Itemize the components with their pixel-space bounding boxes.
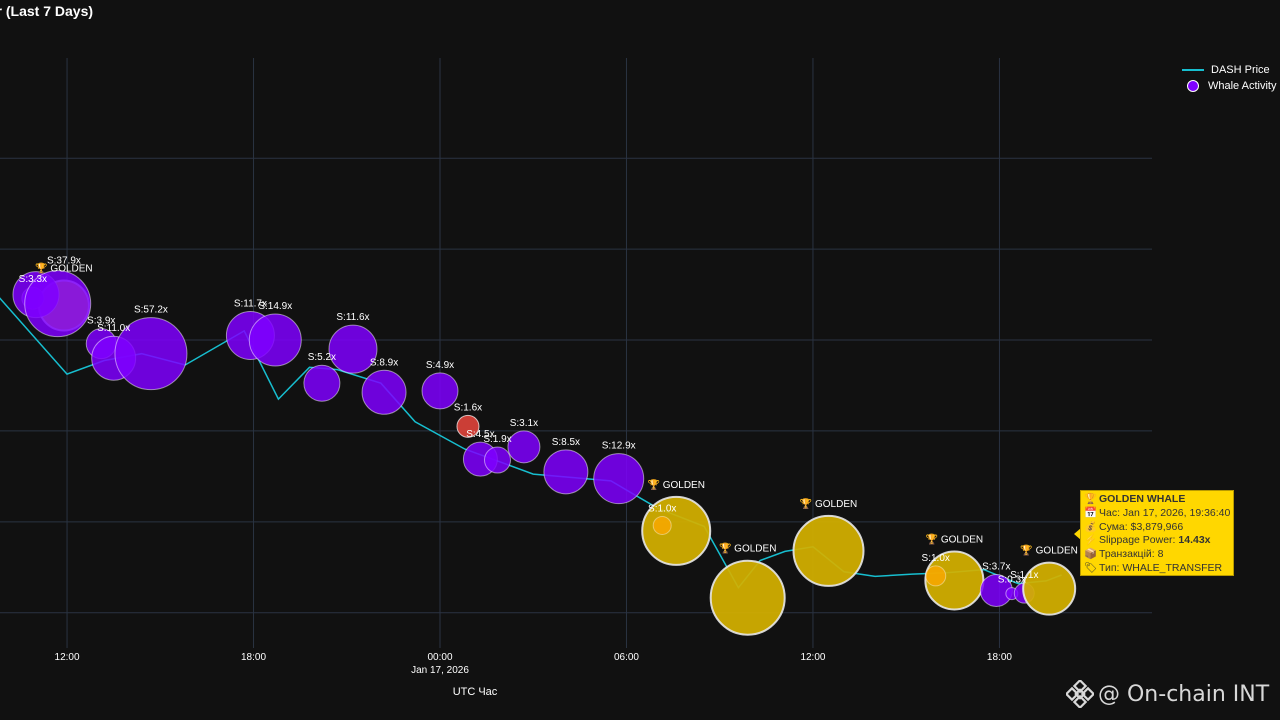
whale-bubble (303, 364, 341, 402)
slippage-label: S:8.9x (370, 357, 398, 368)
x-tick-label: 12:00 (800, 652, 825, 663)
tooltip-arrow (1074, 528, 1081, 540)
legend[interactable]: DASH Price Whale Activity (1182, 62, 1276, 94)
package-icon: 📦 (1084, 548, 1098, 561)
calendar-icon: 📅 (1084, 506, 1098, 519)
money-bag-icon: 💰 (1084, 520, 1098, 533)
tag-icon: 🏷 (1084, 561, 1098, 574)
golden-whale-bubble (792, 514, 865, 587)
golden-label: 🏆 GOLDEN (647, 478, 704, 491)
lightning-icon: ⚡ (1084, 534, 1098, 547)
legend-item-price[interactable]: DASH Price (1182, 62, 1276, 78)
slippage-label: S:11.7x (234, 298, 267, 309)
golden-whale-bubble (1022, 561, 1077, 616)
slippage-label: S:5.2x (308, 352, 336, 363)
chart-title: or (Last 7 Days) (0, 3, 94, 19)
golden-label: 🏆 GOLDEN (1020, 544, 1077, 557)
legend-dot-swatch (1187, 80, 1199, 92)
legend-label-whale: Whale Activity (1208, 80, 1277, 92)
whale-bubble (507, 430, 541, 464)
whale-bubble (593, 453, 645, 505)
x-tick-sublabel: Jan 17, 2026 (411, 665, 469, 676)
slippage-label: S:8.5x (552, 437, 580, 448)
slippage-label: S:1.9x (483, 434, 511, 445)
whale-bubble (114, 317, 188, 391)
slippage-label: S:3.7x (982, 561, 1010, 572)
tooltip-amount: Сума: $3,879,966 (1099, 520, 1184, 533)
watermark-text: @ On-chain INT (1098, 681, 1270, 707)
whale-bubble (24, 270, 92, 338)
plot-area: 🏆 GOLDENS:37.9xS:3.3xS:3.9xS:11.0xS:57.2… (0, 255, 1078, 636)
whale-bubble (543, 449, 589, 495)
slippage-label: S:3.1x (510, 418, 538, 429)
x-tick-label: 18:00 (987, 652, 1012, 663)
slippage-label: S:11.6x (336, 312, 369, 323)
whale-bubble-small (925, 565, 947, 587)
x-tick-label: 12:00 (55, 652, 80, 663)
x-tick-label: 18:00 (241, 652, 266, 663)
tooltip-slippage-value: 14.43x (1178, 534, 1211, 547)
slippage-label: S:4.9x (426, 360, 454, 371)
slippage-label: S:0.3x (998, 575, 1026, 586)
slippage-label: S:1.6x (454, 402, 482, 413)
slippage-label: S:1.0x (648, 503, 676, 514)
whale-bubble (483, 446, 511, 474)
tooltip-time: Час: Jan 17, 2026, 19:36:40 (1099, 506, 1231, 519)
golden-whale-bubble (641, 495, 712, 566)
tooltip-tx-row: 📦 Транзакцій: 8 (1084, 548, 1230, 562)
x-tick-label: 06:00 (614, 652, 639, 663)
slippage-label: S:12.9x (602, 441, 636, 452)
slippage-label: S:1.0x (922, 553, 950, 564)
slippage-label: S:37.9x (47, 255, 81, 266)
tooltip-amount-row: 💰 Сума: $3,879,966 (1084, 521, 1230, 535)
whale-bubble (361, 369, 407, 415)
tooltip-type: Тип: WHALE_TRANSFER (1099, 561, 1223, 574)
trophy-icon: 🏆 (1084, 493, 1098, 505)
tooltip-time-row: 📅 Час: Jan 17, 2026, 19:36:40 (1084, 507, 1230, 521)
tooltip-title: GOLDEN WHALE (1099, 493, 1186, 505)
legend-line-swatch (1182, 69, 1204, 71)
slippage-label: S:1.1x (1010, 570, 1038, 581)
golden-label: 🏆 GOLDEN (719, 542, 776, 555)
hover-tooltip: 🏆 GOLDEN WHALE 📅 Час: Jan 17, 2026, 19:36:… (1080, 490, 1234, 576)
whale-bubble (328, 324, 378, 374)
slippage-label: S:3.9x (87, 316, 115, 327)
legend-item-whale[interactable]: Whale Activity (1182, 78, 1276, 94)
whale-bubble (248, 313, 302, 367)
golden-label: 🏆 GOLDEN (35, 261, 92, 274)
whale-bubble (421, 372, 459, 410)
slippage-label: S:14.9x (258, 301, 292, 312)
golden-label: 🏆 GOLDEN (926, 532, 983, 545)
tooltip-title-row: 🏆 GOLDEN WHALE (1084, 493, 1230, 507)
slippage-label: S:3.3x (19, 274, 47, 285)
tooltip-tx: Транзакцій: 8 (1099, 548, 1164, 561)
watermark: @ On-chain INT (1066, 680, 1269, 708)
slippage-label: S:57.2x (134, 305, 168, 316)
tooltip-type-row: 🏷 Тип: WHALE_TRANSFER (1084, 562, 1230, 576)
slippage-label: S:4.5x (466, 429, 494, 440)
x-axis-label: UTC Час (453, 686, 498, 698)
legend-label-price: DASH Price (1211, 64, 1270, 76)
golden-whale-bubble (709, 559, 786, 636)
x-tick-label: 00:00 (427, 652, 452, 663)
whale-bubble-small (652, 515, 672, 535)
tooltip-slippage-row: ⚡ Slippage Power: 14.43x (1084, 534, 1230, 548)
golden-label: 🏆 GOLDEN (800, 497, 857, 510)
tooltip-slippage-label: Slippage Power: (1099, 534, 1179, 547)
slippage-label: S:11.0x (97, 323, 130, 334)
whale-bubble-red (456, 414, 480, 438)
binance-logo-icon (1066, 680, 1094, 708)
